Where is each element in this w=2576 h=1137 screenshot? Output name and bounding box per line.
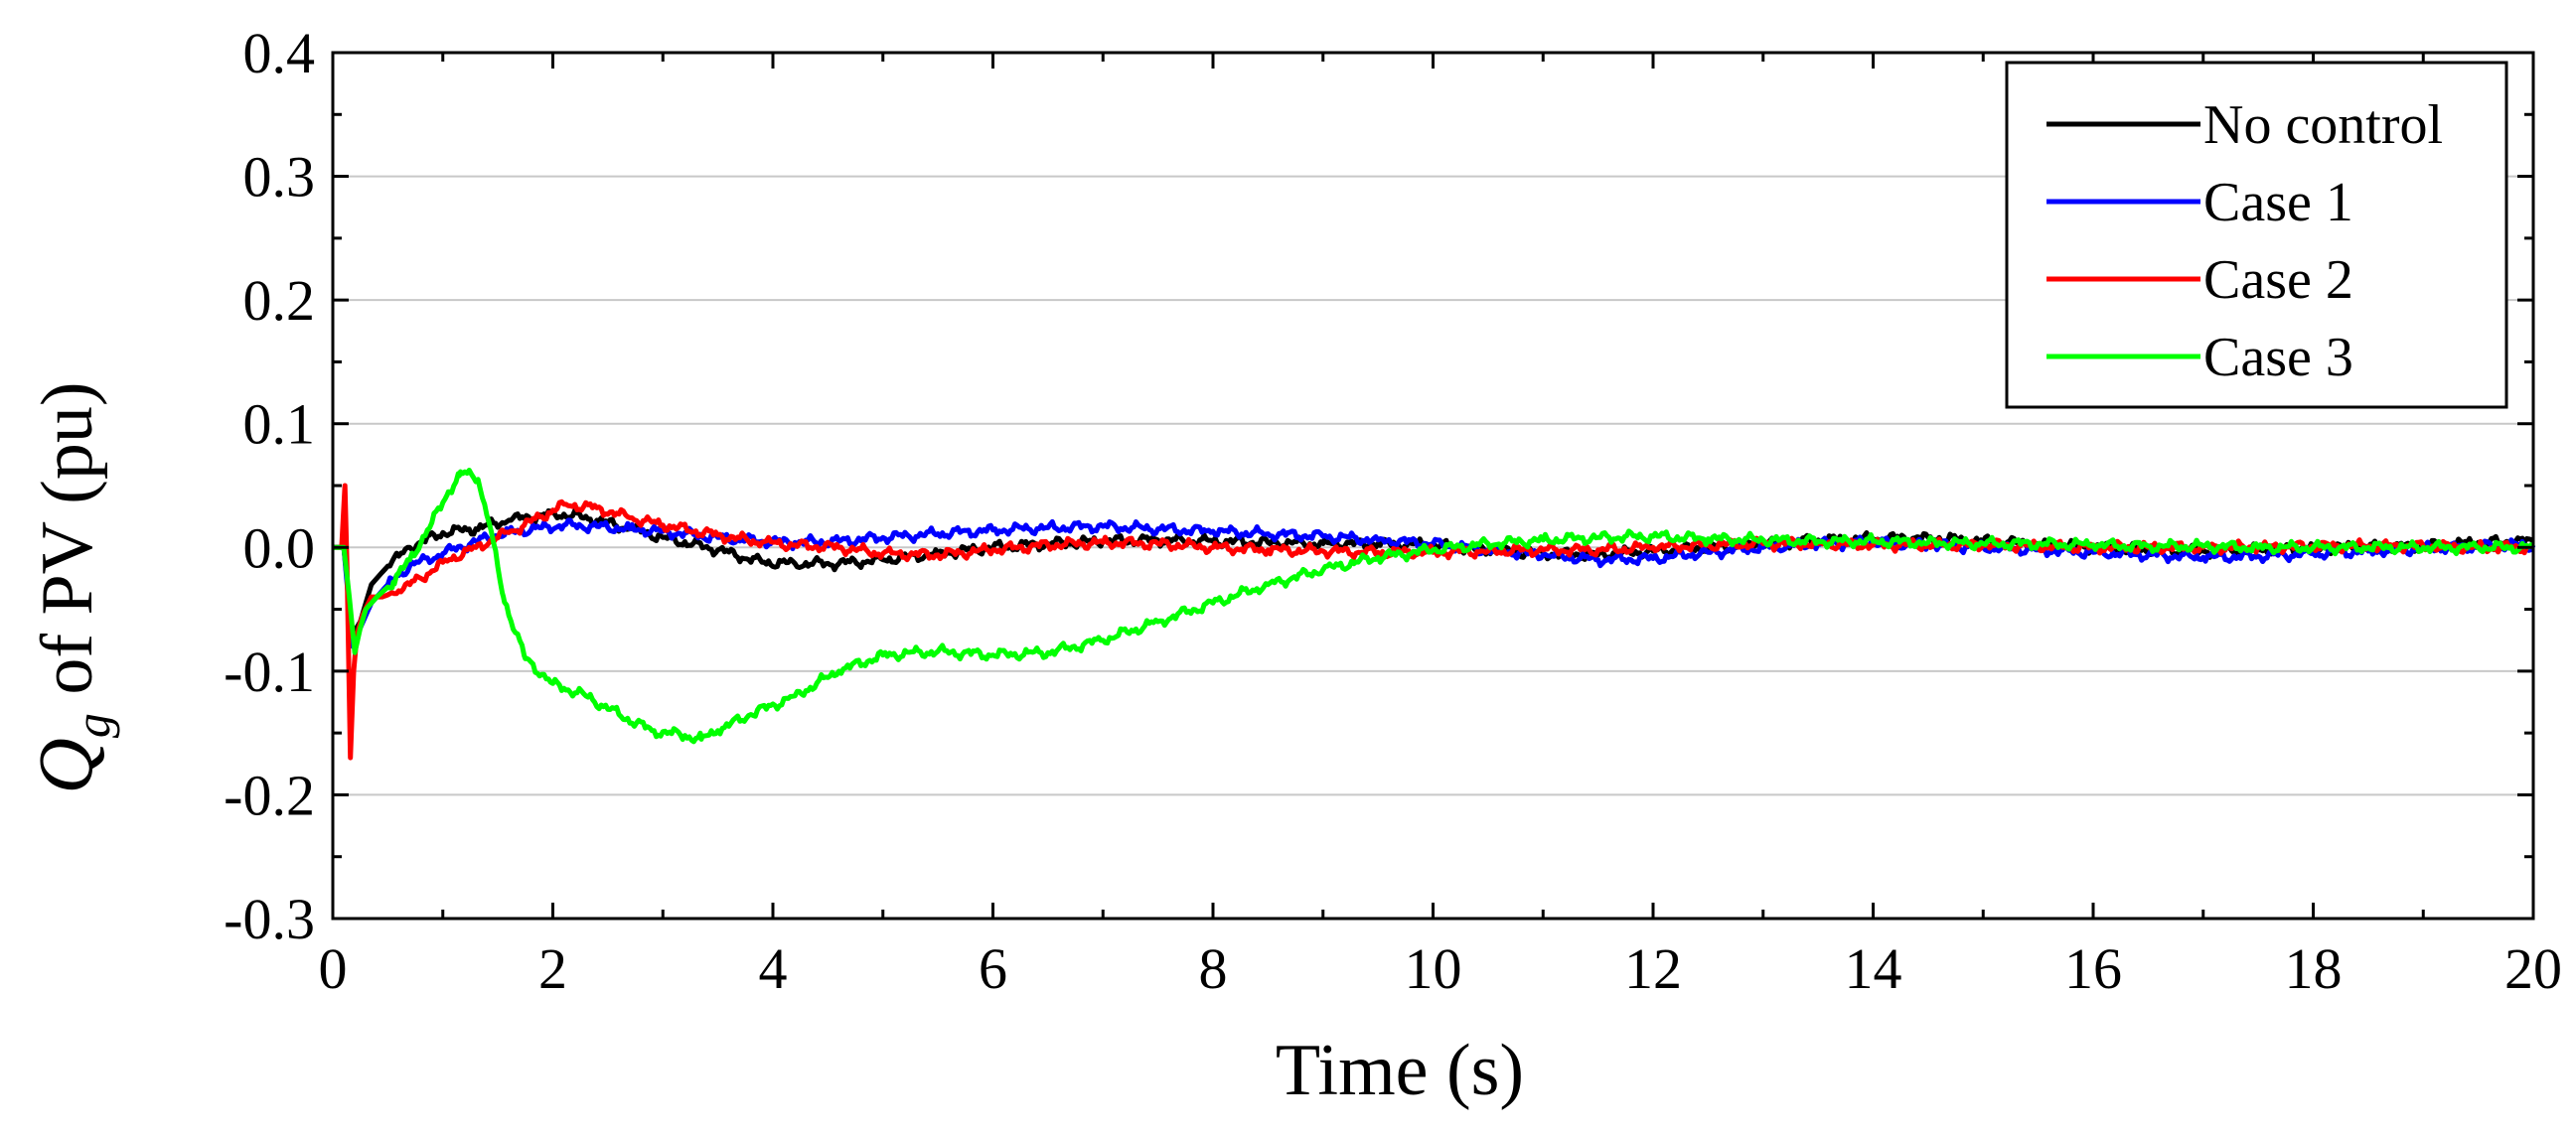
x-tick-label: 0 (319, 936, 348, 1001)
series-lines (332, 468, 2536, 761)
legend-label: No control (2203, 94, 2443, 156)
y-tick-label: -0.2 (224, 763, 315, 827)
x-tick-label: 8 (1199, 936, 1228, 1001)
y-tick-label: -0.1 (224, 640, 315, 704)
y-tick-label: 0.0 (243, 515, 316, 580)
tick-labels: -0.3 -0.2 -0.1 0.0 0.1 0.2 0.3 0.4 0 2 4 6 8 10 12 14 16… (224, 21, 2562, 1001)
y-axis-rest: of PV (pu) (27, 381, 108, 713)
y-axis-title: Qg of PV (pu) (22, 381, 120, 793)
x-tick-label: 18 (2285, 936, 2343, 1001)
legend-label: Case 3 (2203, 327, 2353, 388)
y-axis-symbol: Q (22, 738, 108, 793)
y-tick-label: 0.1 (243, 392, 316, 457)
x-tick-label: 16 (2064, 936, 2122, 1001)
x-tick-label: 2 (538, 936, 567, 1001)
x-tick-label: 12 (1624, 936, 1682, 1001)
y-tick-label: -0.3 (224, 887, 315, 951)
y-tick-label: 0.2 (243, 268, 316, 333)
x-tick-label: 6 (979, 936, 1007, 1001)
legend: No control Case 1 Case 2 Case 3 (2005, 61, 2508, 409)
y-axis-subscript: g (65, 713, 120, 738)
x-tick-label: 14 (1845, 936, 1902, 1001)
legend-label: Case 1 (2203, 172, 2353, 233)
y-tick-label: 0.4 (243, 21, 316, 85)
x-tick-label: 20 (2504, 936, 2562, 1001)
y-tick-label: 0.3 (243, 145, 316, 210)
legend-box (2005, 61, 2508, 409)
x-axis-title: Time (s) (1276, 1030, 1524, 1111)
x-tick-label: 10 (1405, 936, 1462, 1001)
series-line-case-3 (332, 468, 2535, 745)
axis-ticks (331, 51, 2535, 921)
series-line-case-2 (332, 483, 2535, 761)
legend-label: Case 2 (2203, 249, 2353, 311)
x-tick-label: 4 (759, 936, 788, 1001)
